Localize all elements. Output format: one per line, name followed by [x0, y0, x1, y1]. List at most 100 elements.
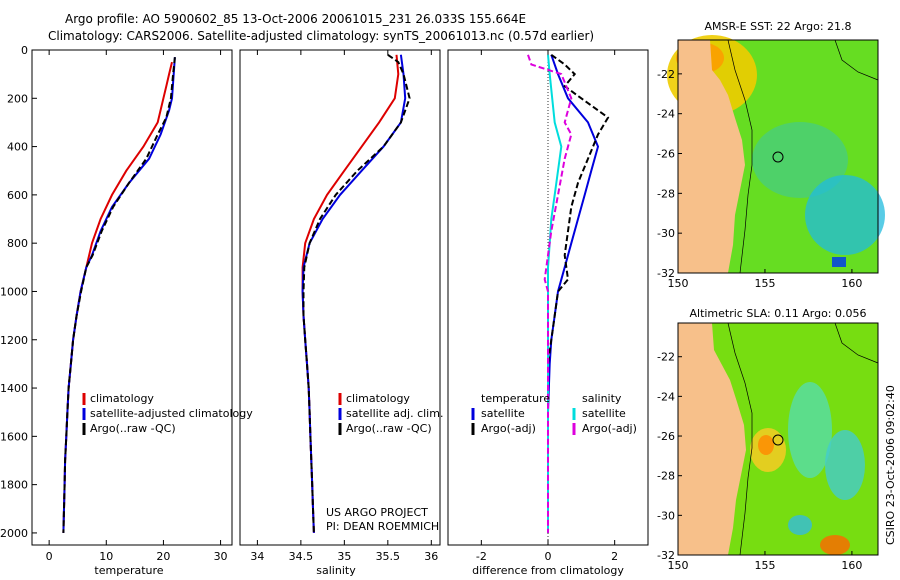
legend-label-climatology: climatology — [346, 392, 410, 405]
sst-land — [678, 40, 745, 273]
difference-lines — [527, 53, 610, 533]
difference-xlabel: difference from climatology — [472, 564, 624, 577]
legend-label-sal-argo: Argo(-adj) — [582, 422, 637, 435]
sla-isobath — [727, 322, 753, 556]
difference-x-ticks: -2 0 2 — [476, 50, 618, 563]
sla-map-title: Altimetric SLA: 0.11 Argo: 0.056 — [689, 307, 866, 320]
map-y-tick-label: -30 — [657, 227, 675, 240]
legend-label-satellite: satellite-adjusted climatology — [90, 407, 253, 420]
x-tick-label: 20 — [156, 550, 170, 563]
temperature-axes-frame — [31, 49, 233, 546]
series-line-argo-raw-qc- — [302, 53, 411, 533]
y-tick-label: 600 — [7, 189, 28, 202]
title-line-2: Climatology: CARS2006. Satellite-adjuste… — [48, 29, 594, 43]
map-y-tick-label: -28 — [657, 470, 675, 483]
x-tick-label: -2 — [476, 550, 487, 563]
map-x-tick-label: 155 — [754, 277, 775, 290]
sst-map: AMSR-E SST: 22 Argo: 21.8 150 155 160 -22 -2… — [657, 20, 885, 290]
legend-label-sal-satellite: satellite — [582, 407, 626, 420]
legend-header-salinity: salinity — [582, 392, 622, 405]
map-y-tick-label: -26 — [657, 148, 675, 161]
map-y-tick-label: -32 — [657, 267, 675, 280]
y-tick-label: 1400 — [0, 382, 28, 395]
x-tick-label: 36 — [424, 550, 438, 563]
sla-map-frame — [677, 322, 879, 556]
difference-panel: -2 0 2 difference from climatology tempera… — [447, 49, 649, 577]
sst-contour — [834, 39, 879, 81]
temperature-xlabel: temperature — [94, 564, 163, 577]
series-line-satellite-salinity- — [547, 54, 563, 533]
legend-label-climatology: climatology — [90, 392, 154, 405]
title-line-1: Argo profile: AO 5900602_85 13-Oct-2006 … — [65, 12, 526, 26]
y-tick-label: 1200 — [0, 334, 28, 347]
pi-annotation: PI: DEAN ROEMMICH — [326, 520, 439, 533]
sla-map-ticks: 150 155 160 -22 -24 -26 -28 -30 -32 — [657, 351, 862, 572]
map-y-tick-label: -24 — [657, 390, 675, 403]
temperature-legend: climatology satellite-adjusted climatolo… — [82, 392, 253, 435]
temperature-x-ticks: 0 10 20 30 — [46, 50, 228, 563]
y-tick-label: 200 — [7, 92, 28, 105]
sla-contour — [834, 322, 879, 364]
series-line-argo-adj-temperature- — [547, 53, 610, 533]
y-tick-label: 0 — [21, 44, 28, 57]
sst-map-title: AMSR-E SST: 22 Argo: 21.8 — [704, 20, 851, 33]
y-tick-label: 400 — [7, 141, 28, 154]
sla-south-high — [820, 535, 850, 555]
map-y-tick-label: -28 — [657, 187, 675, 200]
series-line-climatology — [301, 54, 400, 533]
sst-isobath — [727, 39, 753, 274]
x-tick-label: 30 — [214, 550, 228, 563]
project-annotation: US ARGO PROJECT — [326, 506, 428, 519]
y-tick-label: 1600 — [0, 430, 28, 443]
sla-map: Altimetric SLA: 0.11 Argo: 0.056 150 155 1… — [657, 307, 879, 572]
legend-header-temperature: temperature — [481, 392, 550, 405]
sla-map-image — [677, 322, 879, 556]
x-tick-label: 2 — [611, 550, 618, 563]
sla-peak-patch — [758, 435, 774, 455]
map-y-tick-label: -24 — [657, 108, 675, 121]
legend-label-argo: Argo(..raw -QC) — [90, 422, 176, 435]
x-tick-label: 34.5 — [289, 550, 314, 563]
map-y-tick-label: -26 — [657, 430, 675, 443]
difference-legend: temperature salinity satellite Argo(-adj… — [471, 392, 637, 435]
salinity-legend: climatology satellite adj. clim. Argo(..… — [338, 392, 443, 435]
salinity-xlabel: salinity — [316, 564, 356, 577]
sst-cool-patch — [752, 122, 848, 198]
salinity-x-ticks: 34 34.5 35 35.5 36 — [250, 50, 438, 563]
map-y-tick-label: -22 — [657, 68, 675, 81]
legend-label-satellite: satellite adj. clim. — [346, 407, 443, 420]
sst-map-ticks: 150 155 160 -22 -24 -26 -28 -30 -32 — [657, 68, 862, 290]
x-tick-label: 0 — [46, 550, 53, 563]
x-tick-label: 0 — [545, 550, 552, 563]
sst-cold-patch — [805, 175, 885, 255]
map-x-tick-label: 155 — [754, 559, 775, 572]
legend-label-argo: Argo(..raw -QC) — [346, 422, 432, 435]
sst-argo-marker — [772, 151, 784, 163]
x-tick-label: 35 — [337, 550, 351, 563]
map-x-tick-label: 150 — [668, 277, 689, 290]
series-line-argo-raw-qc- — [62, 57, 176, 533]
y-tick-label: 800 — [7, 237, 28, 250]
legend-label-temp-argo: Argo(-adj) — [481, 422, 536, 435]
map-y-tick-label: -22 — [657, 351, 675, 364]
sla-low-band — [788, 382, 832, 478]
temperature-panel: 0 10 20 30 0 200 400 600 800 1000 1200 1400 1600 180… — [0, 44, 253, 577]
temperature-lines — [62, 57, 176, 533]
sla-land — [678, 323, 746, 555]
sla-argo-marker — [772, 434, 784, 446]
map-y-tick-label: -30 — [657, 509, 675, 522]
sst-map-image — [667, 35, 885, 274]
map-x-tick-label: 150 — [668, 559, 689, 572]
legend-label-temp-satellite: satellite — [481, 407, 525, 420]
sst-map-frame — [677, 39, 879, 274]
salinity-panel: 34 34.5 35 35.5 36 salinity climatology sate… — [239, 49, 443, 577]
sla-low-patch — [825, 430, 865, 500]
sla-south-low — [788, 515, 812, 535]
salinity-lines — [301, 53, 411, 533]
sst-coldest-cell — [832, 257, 846, 267]
y-tick-label: 1000 — [0, 285, 28, 298]
series-line-argo-adj-salinity- — [527, 54, 573, 533]
y-tick-label: 2000 — [0, 527, 28, 540]
series-line-satellite-adjusted-climatology — [62, 57, 176, 533]
